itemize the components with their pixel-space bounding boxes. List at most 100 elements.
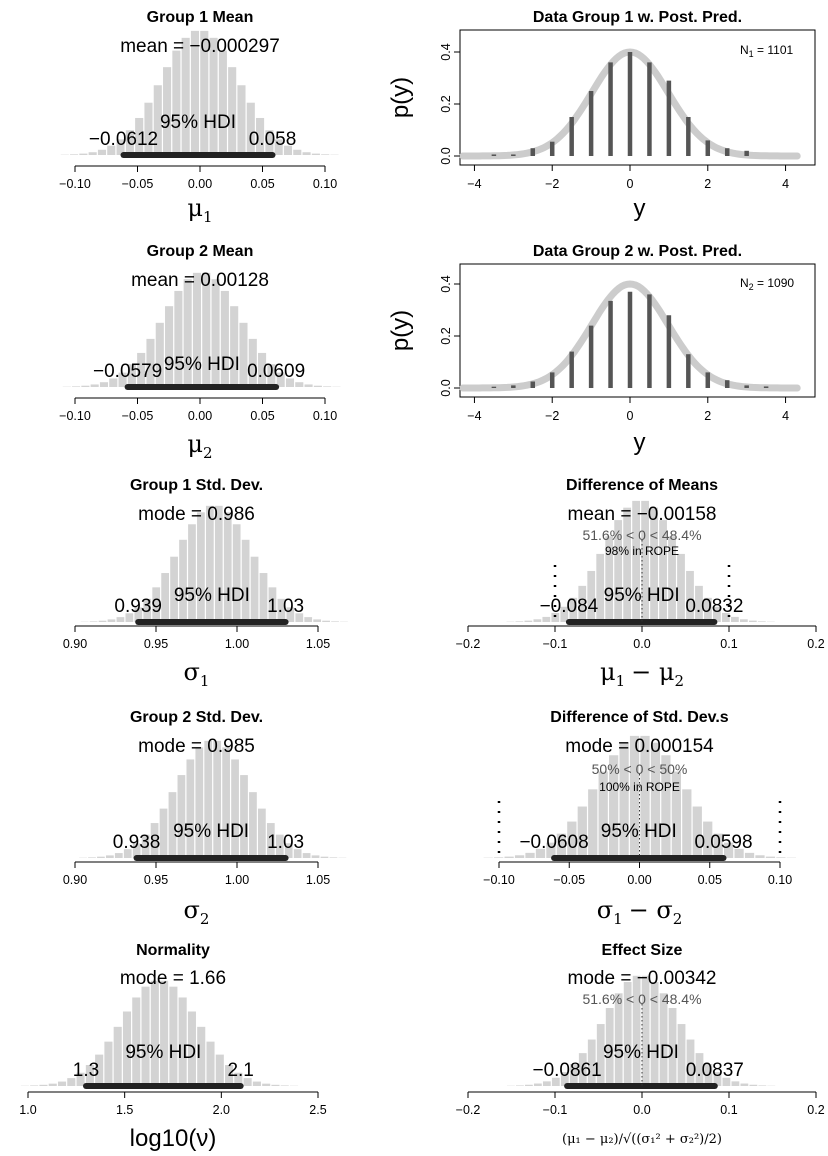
x-axis-label-symbol: σ xyxy=(184,896,200,924)
panel-title: Data Group 2 w. Post. Pred. xyxy=(533,243,742,260)
comparison-label: 50% < 0 < 50% xyxy=(592,761,688,777)
histogram-bar xyxy=(748,620,757,622)
histogram-bar xyxy=(177,775,186,858)
histogram-bar xyxy=(661,755,671,858)
panel-mu2: −0.10 −0.05 0.00 0.05 0.10 Group 2 Mean mean =… xyxy=(59,243,341,462)
histogram-bar xyxy=(259,573,268,622)
rope-label: 100% in ROPE xyxy=(599,780,680,794)
histogram-bar xyxy=(132,997,141,1086)
hdi-high-label: 0.0598 xyxy=(694,832,752,853)
histogram-bar xyxy=(587,1039,596,1086)
hdi-high-label: 0.0832 xyxy=(685,596,743,617)
histogram-bar xyxy=(293,849,302,858)
comparison-label: 51.6% < 0 < 48.4% xyxy=(582,527,701,543)
histogram-bar xyxy=(722,1077,731,1086)
x-axis-label: μ1 − μ2 xyxy=(600,658,684,690)
x-tick-label: −0.2 xyxy=(456,637,481,651)
x-axis-label: σ1 − σ2 xyxy=(597,896,683,928)
histogram-bar xyxy=(159,808,168,858)
hdi-high-label: 1.03 xyxy=(267,832,304,853)
y-tick-label: 0.4 xyxy=(439,275,453,292)
hdi-low-label: −0.0608 xyxy=(519,832,588,853)
histogram-bar xyxy=(650,981,659,1086)
histogram-bar xyxy=(744,852,755,858)
histogram-bar xyxy=(686,570,694,622)
histogram-bar xyxy=(293,149,302,155)
histogram-bar xyxy=(713,606,721,622)
histogram-bar xyxy=(304,384,313,387)
x-tick-label: 0.05 xyxy=(250,177,274,191)
hdi-low-label: −0.084 xyxy=(540,596,599,617)
x-tick-label: 0.1 xyxy=(720,637,737,651)
x-axis-label-symbol: σ xyxy=(184,658,200,686)
histogram-bar xyxy=(186,759,195,858)
posterior-predictive-curve xyxy=(459,280,801,392)
histogram-bar xyxy=(161,573,170,622)
histogram-bar xyxy=(650,742,661,858)
histogram-bar xyxy=(596,1024,605,1086)
hdi-label: 95% HDI xyxy=(173,821,249,842)
histogram-bar xyxy=(695,1053,704,1086)
x-axis-label-subscript: 1 xyxy=(616,672,626,690)
histogram-bar xyxy=(250,556,259,622)
histogram-bar xyxy=(535,848,546,858)
histogram-bar xyxy=(320,856,329,858)
histogram-bar xyxy=(311,855,320,858)
histogram-bar xyxy=(262,1083,271,1086)
histogram-bar xyxy=(225,1065,234,1086)
x-tick-label: 2.0 xyxy=(213,1103,230,1117)
sample-size-subscript: 1 xyxy=(749,49,754,59)
x-tick-label: 0.10 xyxy=(313,409,337,423)
histogram-bar xyxy=(313,619,322,622)
histogram-bar xyxy=(215,1054,224,1086)
y-axis-label: p(y) xyxy=(387,310,414,351)
histogram-bar xyxy=(677,1024,686,1086)
histogram-bar xyxy=(755,855,765,858)
central-tendency-label: mode = 1.66 xyxy=(120,968,226,989)
histogram-bar xyxy=(659,520,667,622)
x-tick-label: 4 xyxy=(782,177,789,191)
histogram-bar xyxy=(72,386,81,387)
histogram-bar xyxy=(569,1064,578,1086)
histogram-bar xyxy=(169,986,178,1086)
histogram-bar xyxy=(107,145,116,155)
histogram-bar xyxy=(730,616,739,622)
histogram-bar xyxy=(525,852,535,858)
histogram-bar xyxy=(155,322,164,387)
histogram-bar xyxy=(516,1085,524,1086)
hdi-high-label: 0.0609 xyxy=(247,361,305,382)
x-tick-label: 1.0 xyxy=(19,1103,36,1117)
histogram-bar xyxy=(174,290,183,387)
histogram-bar xyxy=(116,617,125,622)
x-axis-label: (μ₁ − μ₂)/√((σ₁² + σ₂²)/2) xyxy=(562,1132,722,1147)
histogram-bar xyxy=(135,117,144,155)
x-tick-label: 0.1 xyxy=(720,1103,737,1117)
histogram-bar xyxy=(614,520,623,622)
histogram-bar xyxy=(204,740,213,858)
x-axis-label: σ1 xyxy=(184,658,210,690)
panel-title: Group 1 Std. Dev. xyxy=(130,477,263,494)
histogram-bar xyxy=(97,856,105,858)
hdi-low-label: 0.938 xyxy=(113,832,161,853)
histogram-bar xyxy=(81,385,90,387)
histogram-bar xyxy=(276,372,285,387)
histogram-bar xyxy=(118,372,127,387)
x-tick-label: −0.05 xyxy=(122,409,154,423)
x-tick-label: −0.10 xyxy=(483,873,515,887)
central-tendency-label: mean = −0.000297 xyxy=(120,36,280,57)
histogram-bar xyxy=(200,30,209,156)
x-axis-label: y xyxy=(634,429,646,456)
histogram-bar xyxy=(249,792,257,858)
histogram-bar xyxy=(614,993,623,1086)
sample-size-value: = 1101 xyxy=(754,43,794,57)
x-axis-label-subscript: 1 xyxy=(203,208,213,226)
x-tick-label: 1.00 xyxy=(225,873,249,887)
panel-sigma2: 0.90 0.95 1.00 1.05 Group 2 Std. Dev. mode = … xyxy=(63,709,347,928)
histogram-bar xyxy=(609,755,619,858)
histogram-bar xyxy=(268,587,277,622)
histogram-bar xyxy=(286,607,295,622)
x-axis-label: μ2 xyxy=(187,430,212,462)
sample-size-label: N2 = 1090 xyxy=(740,276,794,292)
histogram-bar xyxy=(90,384,99,387)
histogram-bar xyxy=(113,1026,122,1086)
